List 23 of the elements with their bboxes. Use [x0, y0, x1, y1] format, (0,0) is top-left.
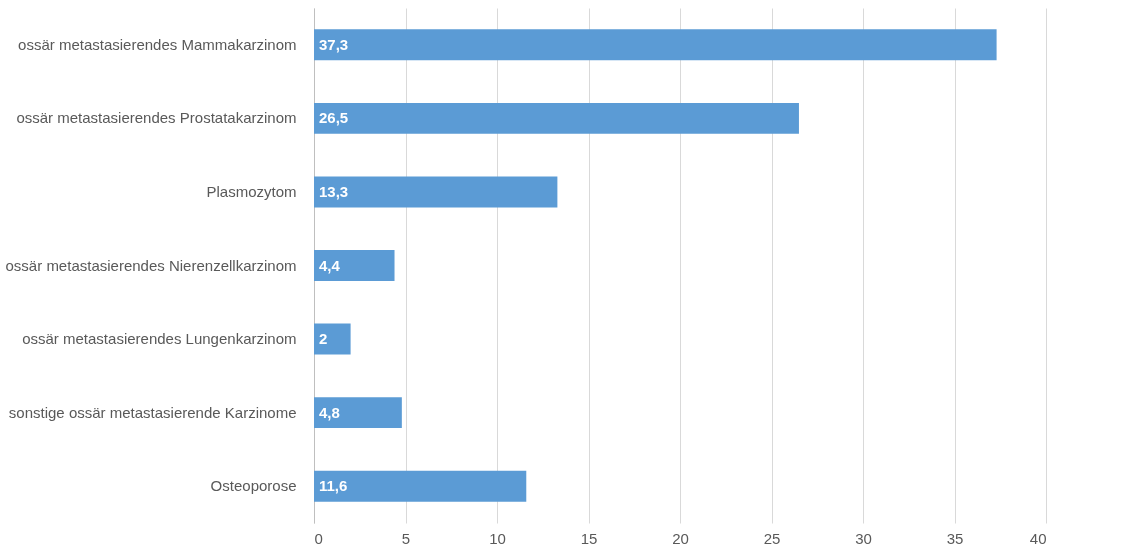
data-label: 2 [319, 330, 328, 348]
x-tick-label: 30 [855, 529, 872, 547]
y-tick-label: sonstige ossär metastasierende Karzinome [8, 403, 297, 421]
x-tick-label: 5 [401, 529, 411, 547]
data-label: 26,5 [319, 109, 349, 127]
x-tick-label: 0 [314, 529, 323, 547]
data-label: 13,3 [319, 182, 349, 200]
data-label: 4,8 [319, 403, 340, 421]
data-label: 37,3 [319, 35, 349, 53]
y-tick-label: ossär metastasierendes Lungenkarzinom [22, 330, 297, 348]
x-tick-label: 15 [580, 529, 598, 547]
y-tick-label: Osteoporose [210, 477, 297, 495]
x-tick-label: 25 [763, 529, 781, 547]
data-label: 11,6 [319, 477, 348, 495]
y-tick-label: ossär metastasierendes Prostatakarzinom [16, 109, 297, 127]
x-tick-label: 40 [1029, 529, 1047, 547]
y-tick-label: Plasmozytom [206, 182, 297, 200]
x-tick-label: 10 [489, 529, 506, 547]
x-tick-label: 35 [946, 529, 964, 547]
x-tick-label: 20 [672, 529, 689, 547]
y-tick-label: ossär metastasierendes Mammakarzinom [18, 35, 297, 53]
data-label: 4,4 [319, 256, 341, 274]
y-tick-label: ossär metastasierendes Nierenzellkarzinom [5, 256, 297, 274]
